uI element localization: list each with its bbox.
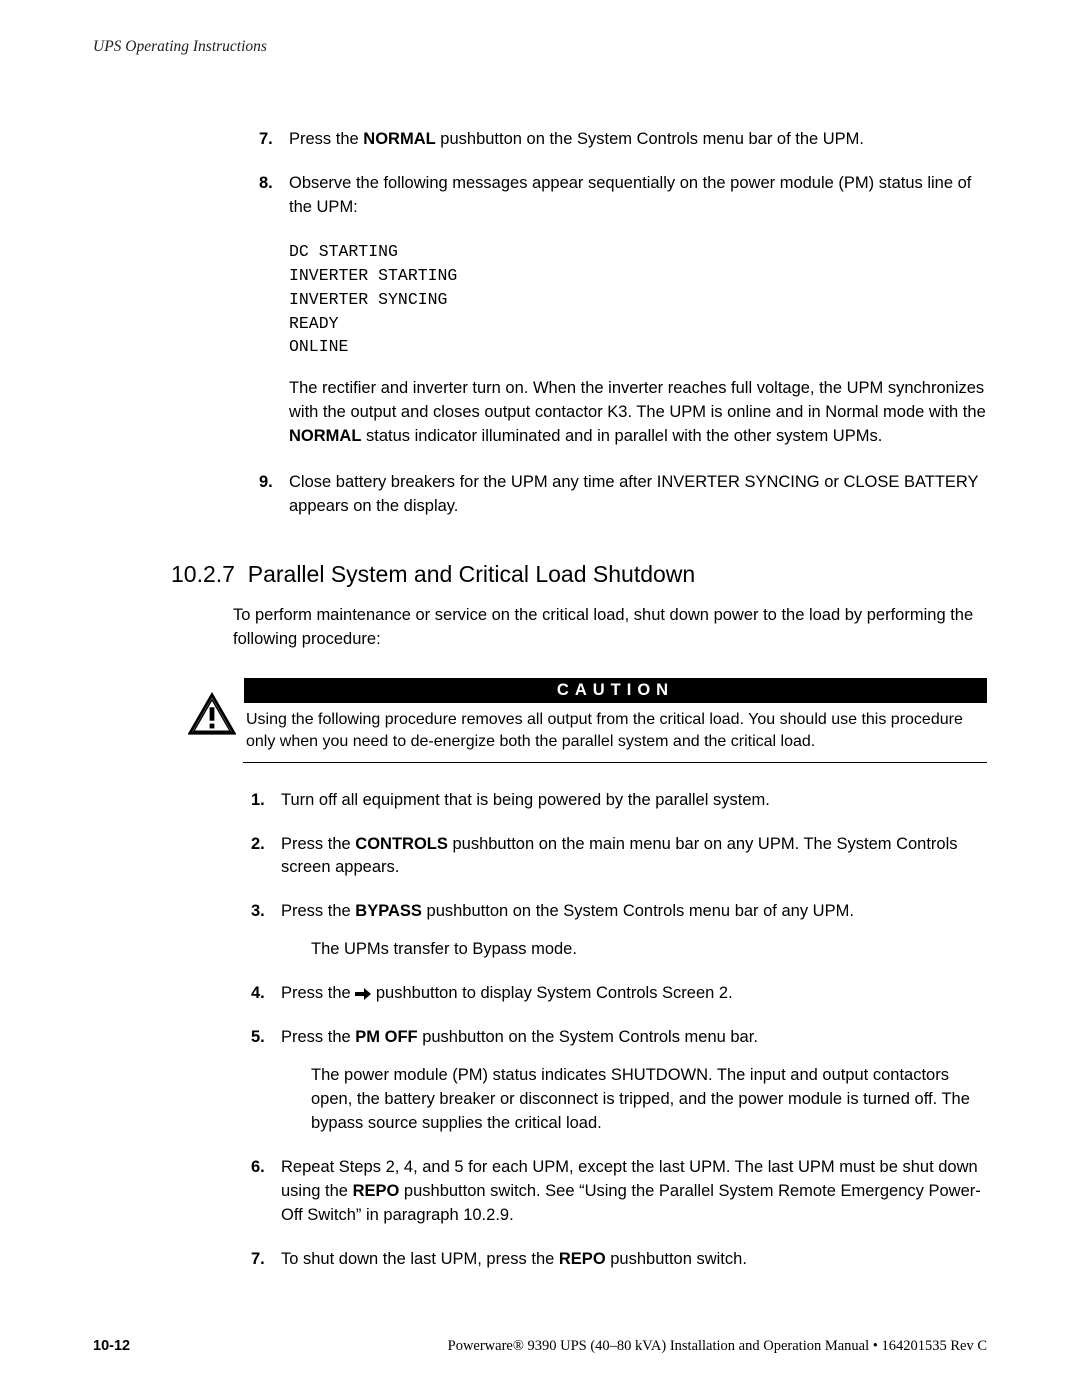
page-footer: 10-12 Powerware® 9390 UPS (40–80 kVA) In… xyxy=(93,1338,987,1355)
step-1: 1.Turn off all equipment that is being p… xyxy=(251,789,987,813)
step-2: 2.Press the CONTROLS pushbutton on the m… xyxy=(251,833,987,881)
step-7: 7. Press the NORMAL pushbutton on the Sy… xyxy=(259,128,987,152)
step-8-explanation: The rectifier and inverter turn on. When… xyxy=(289,377,987,449)
step-9: 9. Close battery breakers for the UPM an… xyxy=(259,471,987,519)
step-list-continued: 9. Close battery breakers for the UPM an… xyxy=(259,471,987,519)
step-8: 8. Observe the following messages appear… xyxy=(259,172,987,220)
caution-box: CAUTION Using the following procedure re… xyxy=(188,678,987,754)
arrow-right-icon xyxy=(355,988,371,1000)
shutdown-step-list: 1.Turn off all equipment that is being p… xyxy=(251,789,987,1272)
caution-text: Using the following procedure removes al… xyxy=(244,703,987,754)
step-5-result: The power module (PM) status indicates S… xyxy=(311,1064,987,1136)
caution-rule xyxy=(243,762,987,763)
page-number: 10-12 xyxy=(93,1338,130,1355)
section-intro: To perform maintenance or service on the… xyxy=(233,604,987,652)
step-3-result: The UPMs transfer to Bypass mode. xyxy=(311,938,987,962)
step-list-continued: 7. Press the NORMAL pushbutton on the Sy… xyxy=(259,128,987,220)
step-text: Observe the following messages appear se… xyxy=(289,172,987,220)
step-number: 9. xyxy=(259,471,289,519)
step-number: 8. xyxy=(259,172,289,220)
status-messages-code: DC STARTING INVERTER STARTING INVERTER S… xyxy=(289,240,987,360)
step-4: 4.Press the pushbutton to display System… xyxy=(251,982,987,1006)
section-heading: 10.2.7 Parallel System and Critical Load… xyxy=(171,561,987,588)
footer-doc-title: Powerware® 9390 UPS (40–80 kVA) Installa… xyxy=(448,1338,987,1355)
step-number: 7. xyxy=(259,128,289,152)
step-6: 6.Repeat Steps 2, 4, and 5 for each UPM,… xyxy=(251,1156,987,1228)
step-5: 5.Press the PM OFF pushbutton on the Sys… xyxy=(251,1026,987,1136)
caution-icon xyxy=(188,692,236,736)
caution-label: CAUTION xyxy=(244,678,987,703)
step-text: Press the NORMAL pushbutton on the Syste… xyxy=(289,128,987,152)
step-text: Close battery breakers for the UPM any t… xyxy=(289,471,987,519)
running-header: UPS Operating Instructions xyxy=(93,38,987,56)
step-3: 3.Press the BYPASS pushbutton on the Sys… xyxy=(251,900,987,962)
step-7b: 7.To shut down the last UPM, press the R… xyxy=(251,1248,987,1272)
